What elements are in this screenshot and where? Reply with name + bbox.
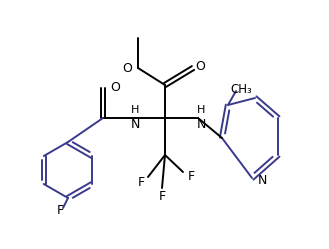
Text: F: F xyxy=(57,203,63,216)
Text: O: O xyxy=(110,80,120,94)
Text: O: O xyxy=(195,60,205,72)
Text: F: F xyxy=(159,189,165,202)
Text: CH₃: CH₃ xyxy=(230,82,252,96)
Text: N: N xyxy=(258,174,267,187)
Text: N: N xyxy=(196,118,206,130)
Text: H: H xyxy=(131,105,139,115)
Text: H: H xyxy=(197,105,205,115)
Text: N: N xyxy=(130,118,140,130)
Text: F: F xyxy=(138,177,144,189)
Text: F: F xyxy=(188,170,194,183)
Text: O: O xyxy=(122,62,132,74)
